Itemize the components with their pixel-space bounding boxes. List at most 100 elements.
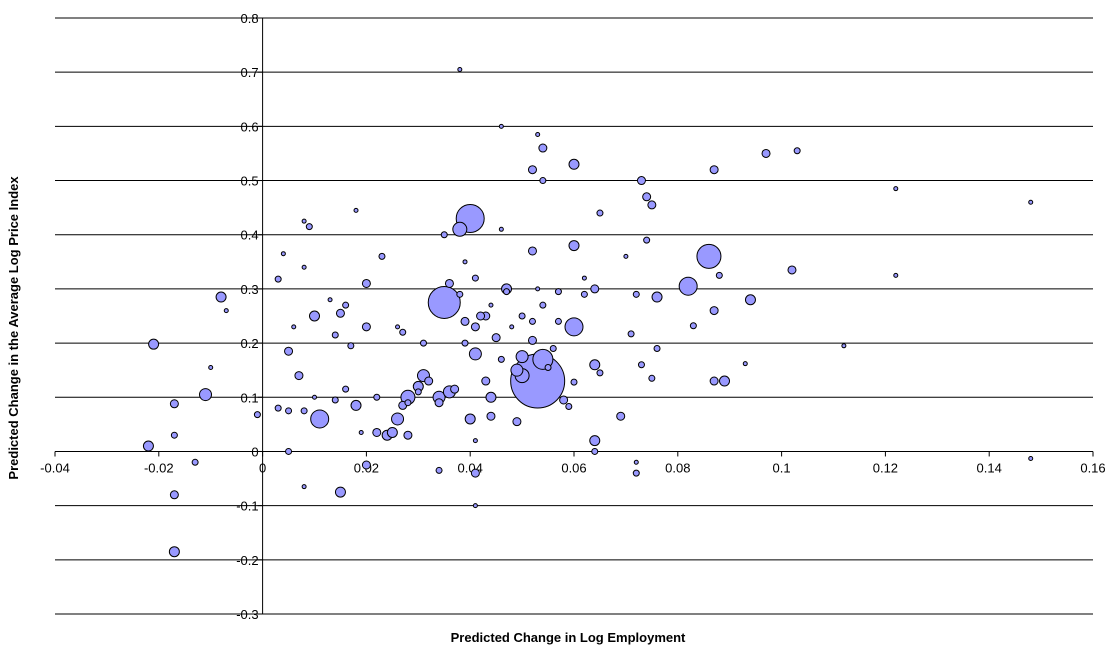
data-point <box>709 165 719 175</box>
x-tick-label: 0.08 <box>665 460 690 475</box>
data-point <box>280 251 286 257</box>
data-point <box>331 396 339 404</box>
y-tick-label: 0.5 <box>241 174 259 189</box>
data-point <box>647 200 657 210</box>
y-tick-label: -0.1 <box>236 499 258 514</box>
data-point <box>518 312 526 320</box>
data-point <box>527 246 537 256</box>
data-point <box>568 158 580 170</box>
x-tick-label: 0.16 <box>1080 460 1105 475</box>
axes <box>54 17 1094 615</box>
data-point <box>403 430 413 440</box>
data-point <box>440 231 448 239</box>
data-point <box>472 438 478 444</box>
y-tick-label: 0.8 <box>241 11 259 26</box>
data-point <box>199 388 213 402</box>
data-point <box>528 317 536 325</box>
y-axis-title: Predicted Change in the Average Log Pric… <box>6 176 21 480</box>
data-point <box>168 546 180 558</box>
data-point <box>305 223 313 231</box>
data-point <box>434 398 444 408</box>
data-point <box>539 301 547 309</box>
data-point <box>596 209 604 217</box>
data-point <box>1028 455 1034 461</box>
data-point <box>893 186 899 192</box>
data-point <box>744 294 756 306</box>
data-point <box>470 322 480 332</box>
data-point <box>462 259 468 265</box>
data-point <box>715 271 723 279</box>
data-point <box>651 291 663 303</box>
data-point <box>342 385 350 393</box>
data-point <box>476 311 486 321</box>
data-point <box>471 274 479 282</box>
data-point <box>527 335 537 345</box>
data-point <box>372 427 382 437</box>
data-point <box>696 243 722 269</box>
y-tick-label: 0.7 <box>241 65 259 80</box>
data-point <box>488 302 494 308</box>
data-point <box>544 363 552 371</box>
data-point <box>627 330 635 338</box>
data-point <box>148 338 160 350</box>
data-point <box>642 192 652 202</box>
data-point <box>589 359 601 371</box>
data-point <box>485 391 497 403</box>
data-point <box>761 148 771 158</box>
data-point <box>464 413 476 425</box>
data-point <box>460 316 470 326</box>
y-axis-ticks: -0.3-0.2-0.100.10.20.30.40.50.60.70.8 <box>236 11 258 622</box>
data-point <box>223 308 229 314</box>
data-point <box>468 347 482 361</box>
data-point <box>841 343 847 349</box>
data-point <box>678 276 698 296</box>
data-point <box>361 322 371 332</box>
data-point <box>709 376 719 386</box>
data-point <box>589 435 601 447</box>
data-point <box>285 407 293 415</box>
data-point <box>444 278 454 288</box>
data-point <box>353 207 359 213</box>
data-point <box>335 308 345 318</box>
data-point <box>623 253 629 259</box>
y-tick-label: 0.4 <box>241 228 259 243</box>
data-point <box>142 440 154 452</box>
data-point <box>565 402 573 410</box>
data-point <box>632 290 640 298</box>
data-point <box>274 275 282 283</box>
data-point <box>538 143 548 153</box>
data-point <box>590 284 600 294</box>
x-tick-label: -0.02 <box>144 460 174 475</box>
data-point <box>503 288 511 296</box>
data-point <box>312 394 317 400</box>
data-point <box>1028 199 1034 205</box>
x-tick-label: 0.14 <box>977 460 1002 475</box>
data-point <box>554 317 562 325</box>
data-point <box>648 374 656 382</box>
data-points <box>142 66 1034 558</box>
x-tick-label: 0.06 <box>561 460 586 475</box>
data-point <box>636 176 646 186</box>
data-point <box>580 290 588 298</box>
data-point <box>285 447 293 455</box>
data-point <box>633 459 639 465</box>
y-tick-label: 0.2 <box>241 336 259 351</box>
x-tick-label: -0.04 <box>40 460 70 475</box>
data-point <box>709 306 719 316</box>
data-point <box>472 503 478 509</box>
data-point <box>457 66 463 72</box>
data-point <box>491 333 501 343</box>
data-point <box>309 310 320 322</box>
data-point <box>632 469 640 477</box>
data-point <box>300 407 308 415</box>
data-point <box>253 411 261 419</box>
data-point <box>498 123 504 129</box>
data-point <box>581 275 587 281</box>
data-point <box>742 361 748 367</box>
data-point <box>334 486 346 498</box>
y-tick-label: 0.3 <box>241 282 259 297</box>
data-point <box>498 226 504 232</box>
data-point <box>637 361 645 369</box>
data-point <box>549 345 557 353</box>
